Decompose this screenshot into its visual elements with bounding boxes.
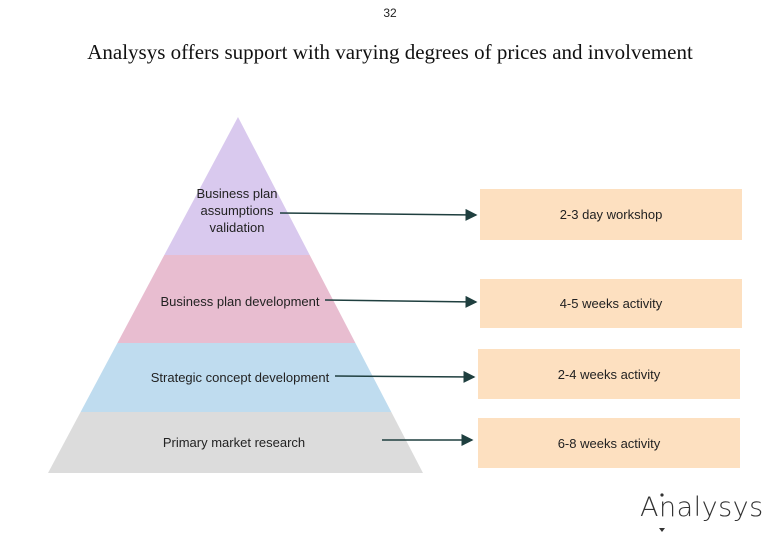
slide-title: Analysys offers support with varying deg… bbox=[87, 40, 693, 64]
logo-mark bbox=[659, 528, 665, 532]
offering-box: 6-8 weeks activity bbox=[478, 418, 740, 468]
logo: Analysys bbox=[640, 492, 764, 523]
logo-dot bbox=[660, 493, 664, 497]
pyramid-layer-1 bbox=[164, 117, 310, 255]
arrow bbox=[279, 208, 478, 221]
arrow bbox=[324, 295, 478, 308]
level-label: Business plan assumptions validation bbox=[196, 186, 278, 235]
pyramid-layer-3 bbox=[80, 343, 392, 412]
pyramid-layer-2 bbox=[117, 255, 356, 343]
level-label: Primary market research bbox=[162, 435, 306, 450]
arrow bbox=[334, 370, 476, 383]
offering-box: 4-5 weeks activity bbox=[480, 279, 742, 328]
page-number: 32 bbox=[383, 6, 397, 20]
level-label: Strategic concept development bbox=[150, 370, 330, 385]
level-label: Business plan development bbox=[160, 294, 320, 309]
offering-box: 2-4 weeks activity bbox=[478, 349, 740, 399]
offering-box: 2-3 day workshop bbox=[480, 189, 742, 240]
pyramid-layer-4 bbox=[48, 412, 423, 473]
